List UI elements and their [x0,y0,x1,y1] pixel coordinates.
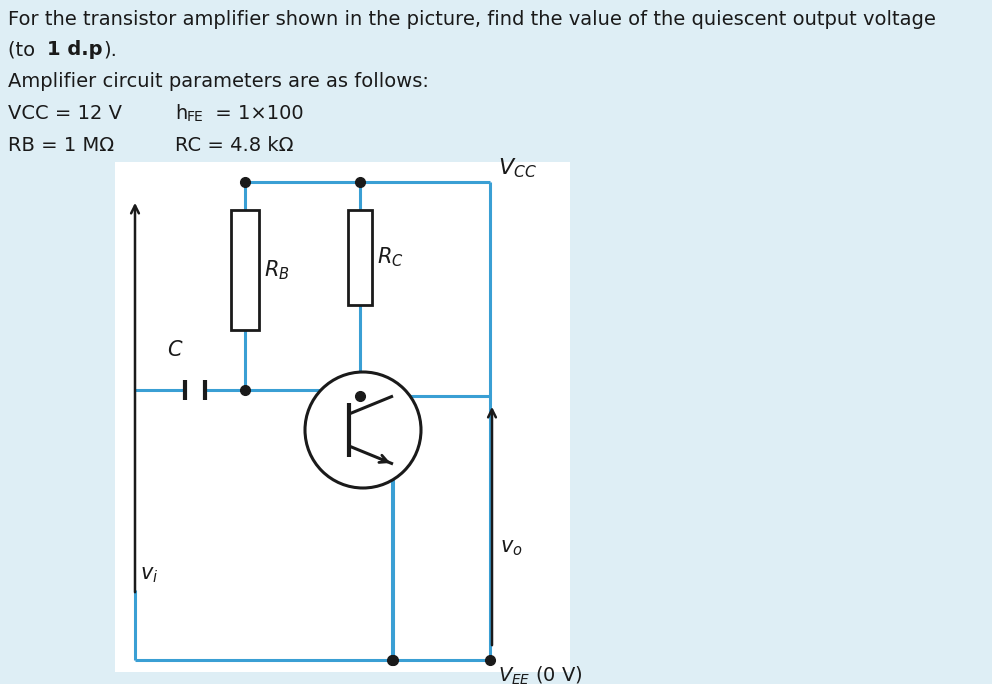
Text: ).: ). [103,40,117,59]
Text: For the transistor amplifier shown in the picture, find the value of the quiesce: For the transistor amplifier shown in th… [8,10,935,29]
Text: $R_B$: $R_B$ [264,258,290,282]
Text: = 1×100: = 1×100 [209,104,304,123]
Text: RB = 1 MΩ: RB = 1 MΩ [8,136,114,155]
Text: (to: (to [8,40,42,59]
Text: VCC = 12 V: VCC = 12 V [8,104,122,123]
Bar [115,162,570,672]
Text: 1 d.p: 1 d.p [47,40,102,59]
Bar [348,210,372,305]
Text: $V_{EE}$ (0 V): $V_{EE}$ (0 V) [498,665,583,684]
Text: $C$: $C$ [167,340,184,360]
Circle shape [305,372,421,488]
Text: $v_i$: $v_i$ [140,565,159,585]
Bar [231,210,259,330]
Text: RC = 4.8 kΩ: RC = 4.8 kΩ [175,136,294,155]
Text: h: h [175,104,187,123]
Text: Amplifier circuit parameters are as follows:: Amplifier circuit parameters are as foll… [8,72,429,91]
Text: $v_o$: $v_o$ [500,538,523,558]
Text: $V_{CC}$: $V_{CC}$ [498,157,537,180]
Text: FE: FE [187,110,203,124]
Text: $R_C$: $R_C$ [377,245,404,269]
